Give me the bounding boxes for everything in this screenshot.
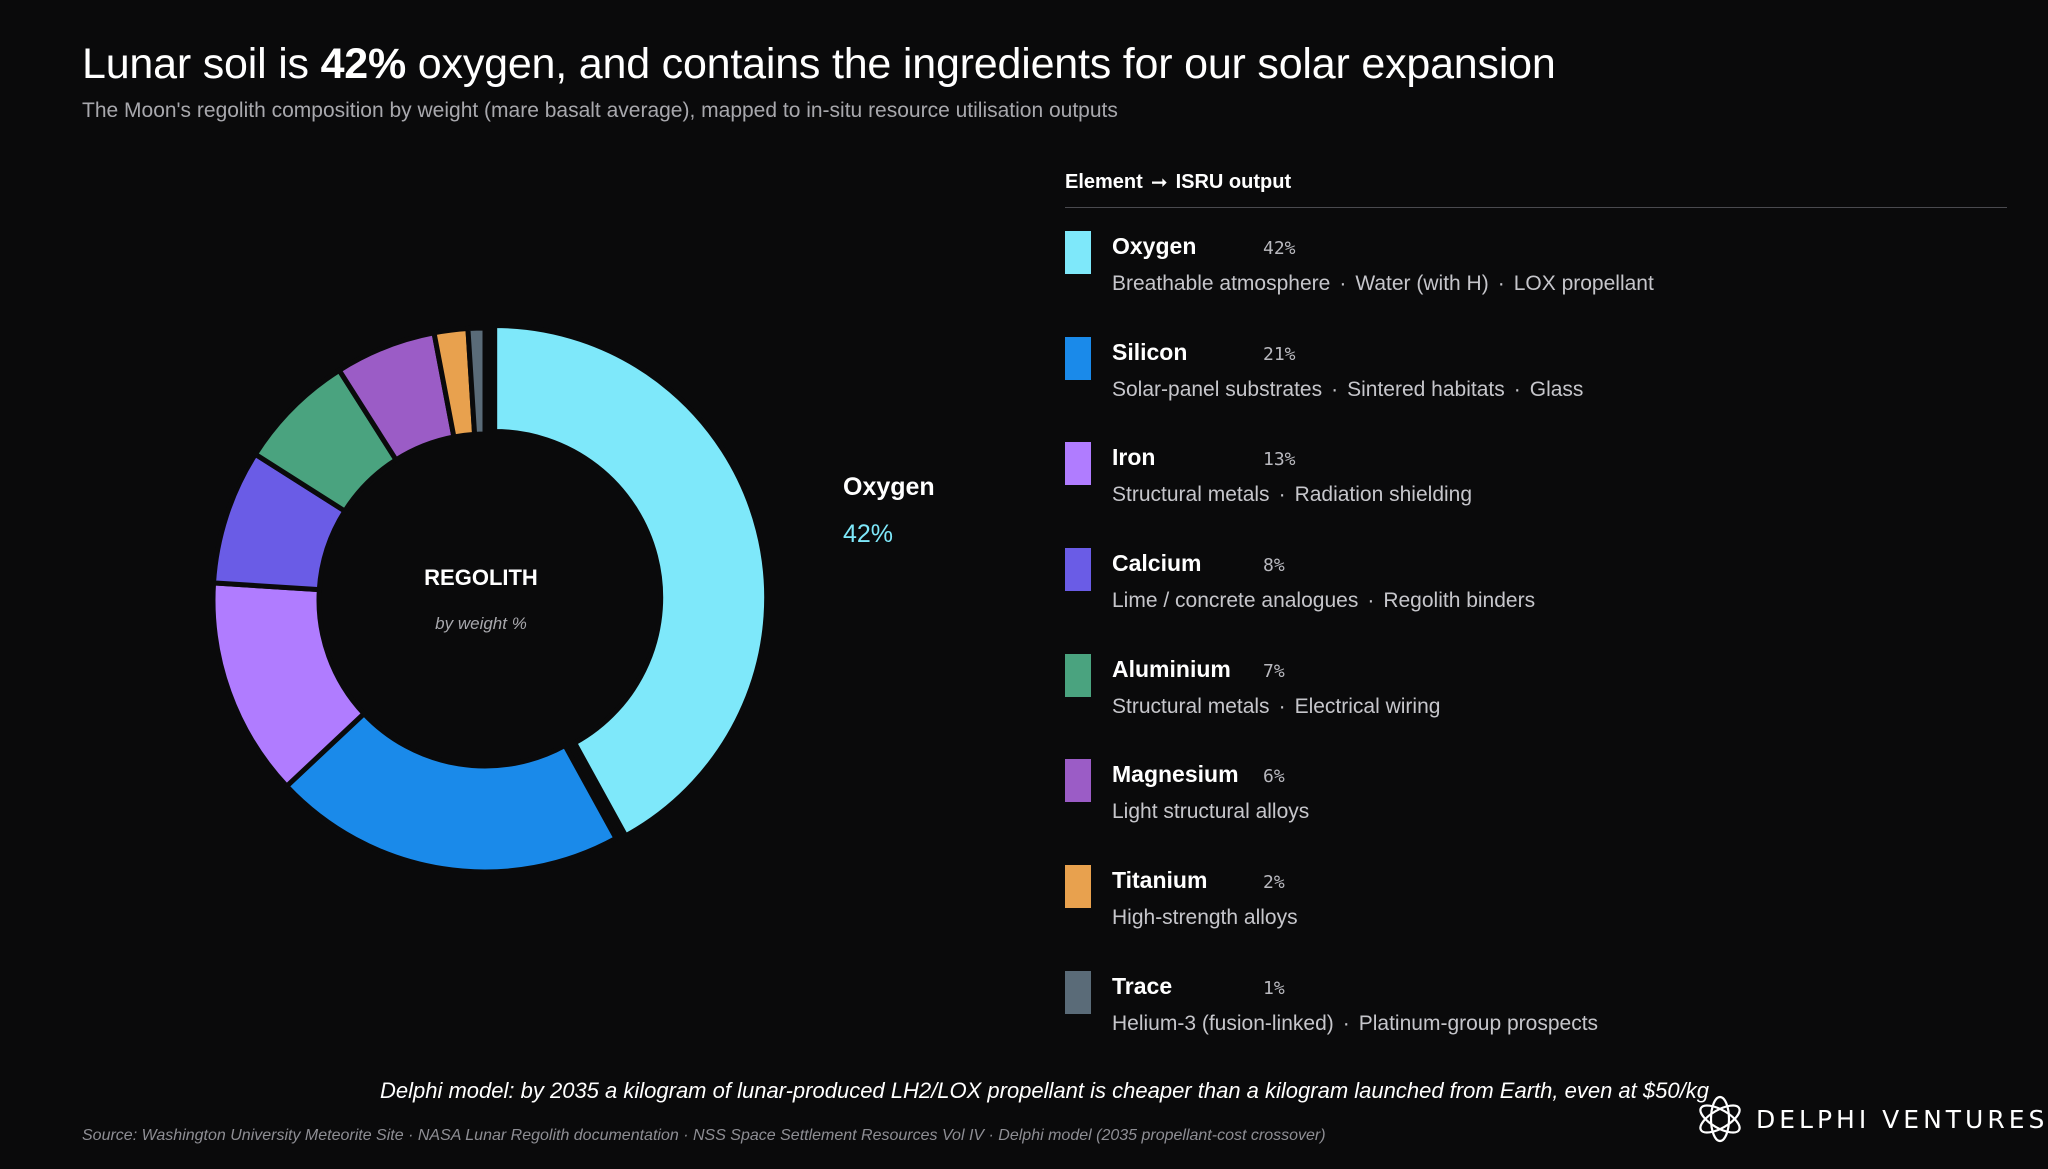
separator-dot: ·	[1342, 1011, 1350, 1035]
legend-row-iron: Iron 13% Structural metals · Radiation shiel…	[1065, 442, 2007, 548]
isru-use: Solar-panel substrates	[1112, 377, 1323, 401]
separator-dot: ·	[1278, 694, 1286, 718]
separator-dot: ·	[1278, 483, 1286, 507]
isru-use: Glass	[1529, 377, 1584, 401]
legend-element-uses: Solar-panel substrates · Sintered habitats…	[1112, 378, 1583, 402]
legend-element-name: Titanium	[1112, 867, 1208, 894]
legend-swatch	[1065, 970, 1091, 1014]
delphi-logo-icon	[1699, 1095, 1741, 1143]
legend-element-name: Aluminium	[1112, 655, 1231, 682]
legend-element-uses: Breathable atmosphere · Water (with H) · LOX…	[1112, 272, 1654, 296]
legend-element-pct: 8%	[1263, 555, 1285, 577]
legend-row-titanium: Titanium 2% High-strength alloys	[1065, 865, 2007, 971]
separator-dot: ·	[1331, 377, 1339, 401]
donut-slice-trace	[465, 325, 488, 437]
model-note: Delphi model: by 2035 a kilogram of luna…	[380, 1078, 1709, 1103]
legend-element-pct: 42%	[1263, 238, 1296, 259]
isru-use: Light structural alloys	[1112, 800, 1310, 824]
legend-list: Oxygen 42% Breathable atmosphere · Water (wi…	[1065, 231, 2007, 1077]
brand-logo: DELPHI VENTURES	[1694, 1093, 2048, 1145]
isru-use: Water (with H)	[1355, 272, 1489, 295]
legend-element-pct: 6%	[1263, 766, 1285, 788]
legend-header-element: Element	[1065, 171, 1143, 193]
separator-dot: ·	[1513, 377, 1521, 401]
legend-swatch	[1065, 653, 1091, 697]
donut-center-sublabel: by weight %	[435, 614, 527, 633]
donut-center-label: REGOLITH	[424, 565, 538, 590]
legend-element-pct: 1%	[1263, 977, 1285, 999]
isru-use: Electrical wiring	[1294, 694, 1441, 718]
legend-element-uses: High-strength alloys	[1112, 906, 1298, 930]
legend-element-name: Oxygen	[1112, 233, 1197, 259]
legend-row-silicon: Silicon 21% Solar-panel substrates · Sintere…	[1065, 336, 2007, 443]
legend-element-pct: 2%	[1263, 872, 1285, 894]
isru-use: LOX propellant	[1513, 272, 1654, 295]
regolith-donut-chart: REGOLITH by weight %	[210, 323, 770, 875]
title-highlight: 42%	[320, 40, 407, 88]
isru-use: Sintered habitats	[1347, 377, 1505, 401]
separator-dot: ·	[1367, 589, 1375, 613]
isru-use: Structural metals	[1112, 483, 1270, 507]
legend-row-calcium: Calcium 8% Lime / concrete analogues · Regol…	[1065, 548, 2007, 654]
legend-element-uses: Light structural alloys	[1112, 800, 1309, 824]
legend-element-uses: Structural metals · Electrical wiring	[1112, 695, 1440, 719]
donut-slices	[210, 323, 770, 875]
legend-header-output: ISRU output	[1175, 171, 1292, 193]
legend-element-name: Trace	[1112, 972, 1173, 999]
isru-use: Regolith binders	[1383, 589, 1536, 613]
legend-row-oxygen: Oxygen 42% Breathable atmosphere · Water (wi…	[1065, 231, 2007, 337]
legend-element-pct: 7%	[1263, 660, 1285, 682]
legend-header: Element ➞ ISRU output	[1065, 170, 2007, 208]
legend-element-name: Magnesium	[1112, 761, 1239, 788]
arrow-right-icon: ➞	[1150, 172, 1168, 194]
isru-use: Helium-3 (fusion-linked)	[1112, 1011, 1334, 1035]
legend-element-uses: Structural metals · Radiation shielding	[1112, 483, 1472, 507]
isru-use: High-strength alloys	[1112, 906, 1298, 930]
donut-slice-silicon	[283, 710, 620, 875]
separator-dot: ·	[1497, 272, 1505, 295]
isru-use: Breathable atmosphere	[1112, 272, 1331, 295]
legend-row-trace: Trace 1% Helium-3 (fusion-linked) · Platinum…	[1065, 970, 2007, 1077]
legend-swatch	[1065, 231, 1091, 274]
legend-swatch	[1065, 336, 1091, 380]
legend-swatch	[1065, 759, 1091, 803]
isru-use: Structural metals	[1112, 694, 1270, 718]
legend-element-pct: 21%	[1263, 343, 1296, 365]
legend-row-aluminium: Aluminium 7% Structural metals · Electrical …	[1065, 653, 2007, 760]
legend-element-pct: 13%	[1263, 449, 1296, 471]
brand-name: DELPHI VENTURES	[1756, 1104, 2048, 1134]
page-subtitle: The Moon's regolith composition by weigh…	[82, 99, 1118, 122]
isru-use: Lime / concrete analogues	[1112, 589, 1359, 613]
legend-swatch	[1065, 548, 1091, 592]
isru-use: Radiation shielding	[1294, 483, 1473, 507]
legend-row-magnesium: Magnesium 6% Light structural alloys	[1065, 759, 2007, 865]
source-line: Source: Washington University Meteorite …	[82, 1127, 1326, 1144]
separator-dot: ·	[1339, 272, 1347, 295]
legend-element-name: Silicon	[1112, 338, 1188, 365]
legend-element-name: Calcium	[1112, 550, 1202, 577]
callout-name: Oxygen	[843, 473, 935, 501]
element-legend: Element ➞ ISRU output Oxygen 42% Breathabl…	[1065, 170, 2007, 1077]
highlight-callout: Oxygen 42%	[843, 473, 935, 549]
legend-element-uses: Helium-3 (fusion-linked) · Platinum-group …	[1112, 1012, 1598, 1036]
isru-use: Platinum-group prospects	[1358, 1011, 1599, 1035]
title-pre: Lunar soil is	[82, 40, 321, 88]
legend-element-uses: Lime / concrete analogues · Regolith binde…	[1112, 589, 1535, 613]
title-post: oxygen, and contains the ingredients for…	[406, 40, 1556, 88]
page-title: Lunar soil is 42% oxygen, and contains t…	[82, 40, 1556, 89]
callout-value: 42%	[843, 520, 894, 548]
legend-swatch	[1065, 865, 1091, 909]
legend-swatch	[1065, 442, 1091, 486]
donut-slice-oxygen	[492, 323, 770, 840]
legend-element-name: Iron	[1112, 444, 1156, 471]
